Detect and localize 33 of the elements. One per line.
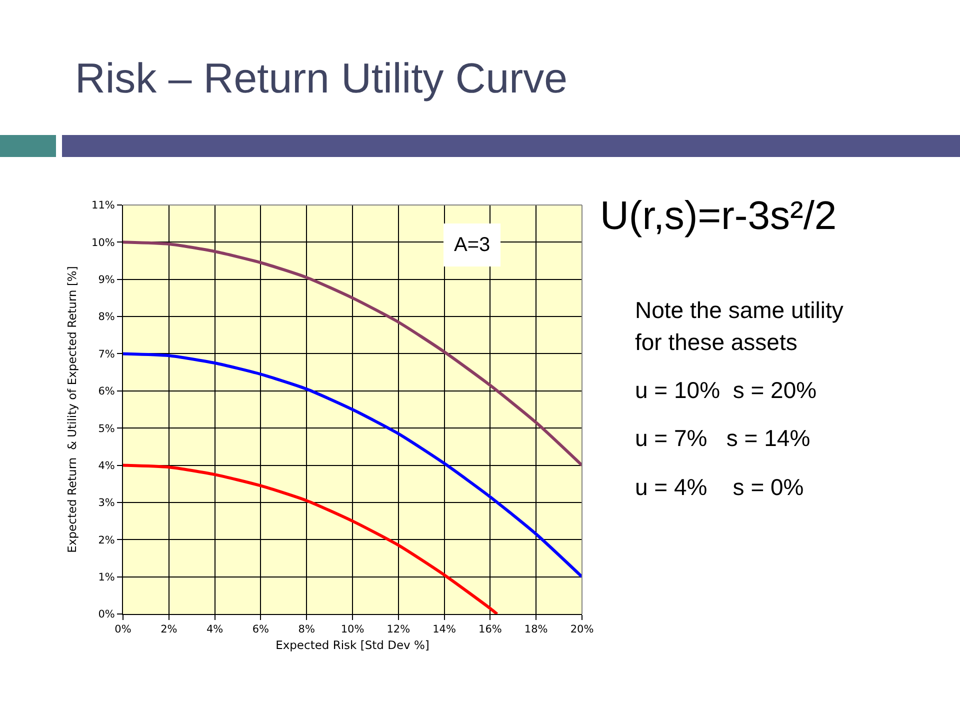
x-tick-label: 10%	[340, 624, 364, 636]
y-tick-label: 5%	[98, 422, 115, 435]
x-tick-label: 12%	[386, 624, 410, 636]
x-tick-label: 4%	[206, 624, 224, 636]
x-tick-label: 18%	[524, 624, 548, 636]
line-series	[123, 464, 499, 614]
y-tick-label: 1%	[98, 571, 115, 584]
x-tick-label: 2%	[160, 624, 178, 636]
y-tick-label: 0%	[98, 608, 115, 621]
x-tick-label: 14%	[432, 624, 456, 636]
x-tick-label: 6%	[252, 624, 270, 636]
y-tick-label: 3%	[98, 497, 115, 510]
x-tick-label: 0%	[114, 624, 132, 636]
y-tick-label: 7%	[98, 348, 115, 360]
y-tick-label: 11%	[92, 200, 115, 212]
y-tick-label: 10%	[92, 236, 115, 249]
x-tick-label: 8%	[298, 624, 315, 636]
chart-title: Risk – Return Utility Curve	[75, 54, 568, 102]
y-axis-title: Expected Return & Utility of Expected Return [%]	[65, 266, 80, 553]
text: u = 4% s = 0%	[635, 473, 804, 502]
y-tick-label: 4%	[98, 460, 115, 472]
text: U(r,s)=r-3s²/2	[600, 193, 837, 240]
y-tick-label: 9%	[98, 274, 115, 286]
x-tick-label: 20%	[570, 624, 594, 636]
y-tick-label: 8%	[98, 311, 115, 324]
text: u = 7% s = 14%	[635, 424, 810, 453]
y-tick-label: 2%	[98, 534, 115, 546]
annotation: A=3	[454, 234, 490, 256]
y-tick-label: 6%	[98, 386, 115, 398]
text: Note the same utility for these assets	[635, 296, 844, 357]
text: u = 10% s = 20%	[635, 376, 817, 405]
x-axis-title: Expected Risk [Std Dev %]	[276, 638, 430, 652]
x-tick-label: 16%	[478, 624, 502, 636]
